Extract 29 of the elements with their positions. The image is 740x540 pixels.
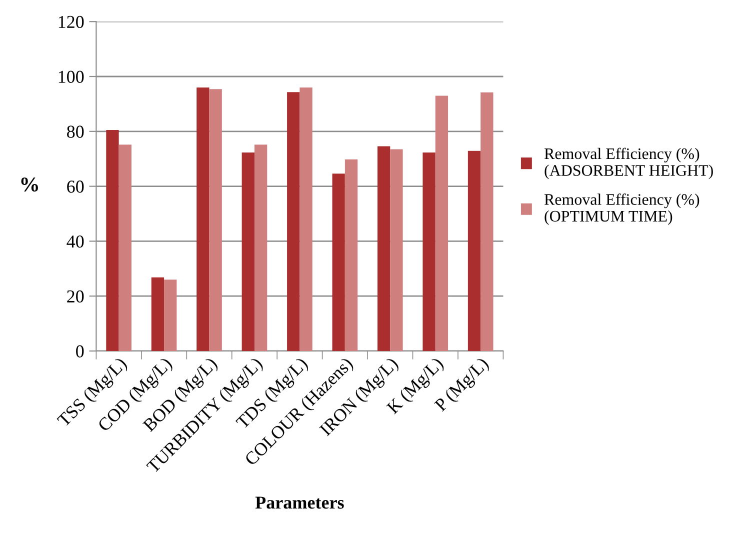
y-tick-label: 0 [76,345,84,358]
bar [390,149,403,351]
bar [196,87,210,351]
bar [468,150,481,351]
bar [242,152,254,351]
bar [287,92,300,351]
bar [332,174,345,351]
y-tick-label: 120 [58,16,84,28]
y-tick-label: 20 [67,290,84,303]
bar [254,144,268,351]
bar [209,89,222,351]
legend-label: Removal Efficiency (%) (OPTIMUM TIME) [544,193,700,225]
bar [435,96,448,351]
bar [118,144,132,351]
y-tick-label: 80 [67,126,84,138]
bar [300,87,312,351]
bar [377,146,390,351]
bar [164,280,177,351]
bar [422,152,436,351]
y-tick-label: 60 [67,180,84,193]
y-axis-title: % [21,177,38,192]
bar [151,277,164,351]
bar [106,130,119,351]
y-tick-label: 40 [66,235,84,248]
x-axis-title: Parameters [255,496,344,509]
y-tick-label: 100 [58,70,84,83]
bar [344,159,358,351]
legend-label: Removal Efficiency (%) (ADSORBENT HEIGHT) [544,148,713,180]
bar [480,92,494,351]
